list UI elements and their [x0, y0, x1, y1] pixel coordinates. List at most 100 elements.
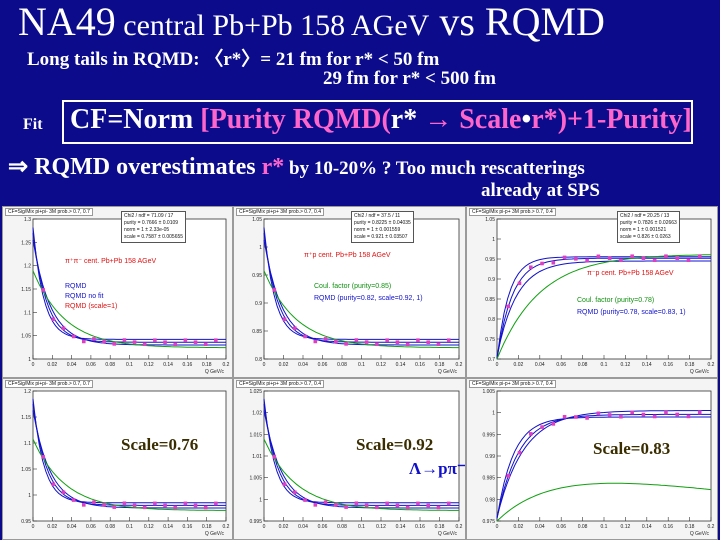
plot-panel-piplusp: 1.05 1 0.95 0.9 0.85 0.8 0 0.02 0.04 0.06 0.08 0.1 0…: [233, 206, 466, 378]
y-tick-label: 0.8: [255, 357, 262, 363]
data-point: [506, 304, 511, 309]
fit-curve: [32, 398, 226, 504]
data-point: [574, 415, 578, 419]
panel-title: CF=Sig/Mix pi-p+ 3M prob.> 0.7, 0.4: [469, 208, 556, 216]
data-point: [436, 505, 441, 510]
data-point: [51, 317, 56, 321]
x-tick-label: 0.16: [415, 524, 425, 530]
y-tick-label: 1.1: [24, 310, 31, 316]
fit-curve: [496, 260, 711, 357]
data-point: [41, 288, 45, 292]
y-tick-label: 1.05: [21, 467, 31, 473]
data-point: [102, 339, 106, 344]
data-point: [344, 342, 348, 346]
x-axis-unit: Q GeV/c: [205, 369, 225, 375]
x-tick-label: 0.04: [298, 524, 308, 530]
data-point: [426, 340, 431, 344]
data-point: [607, 413, 612, 417]
y-tick-label: 0.8: [488, 317, 495, 323]
data-point: [385, 338, 389, 342]
x-tick-label: 0.18: [435, 362, 445, 368]
fit-stats-line: Chi2 / ndf = 71.09 / 17: [124, 213, 174, 219]
fit-stats-line: norm = 1 ± 0.001521: [620, 227, 667, 233]
y-tick-label: 0.95: [252, 273, 262, 279]
scale-label: Scale=0.83: [593, 439, 671, 458]
data-point: [142, 342, 147, 346]
x-tick-label: 0.1: [601, 524, 608, 530]
x-tick-label: 0.04: [535, 362, 545, 368]
data-point: [122, 338, 127, 342]
data-point: [51, 482, 56, 486]
data-point: [203, 342, 208, 346]
legend-label: π⁺p cent. Pb+Pb 158 AGeV: [304, 252, 391, 259]
conclusion-rstar: r*: [261, 154, 285, 180]
x-tick-label: 0.06: [318, 362, 328, 368]
x-tick-label: 0.08: [578, 524, 588, 530]
data-point: [506, 474, 511, 478]
data-point: [562, 255, 567, 260]
data-point: [652, 414, 657, 419]
data-point: [61, 490, 66, 495]
x-tick-label: 0: [263, 362, 266, 368]
fit-curve: [496, 257, 711, 360]
legend-label: Coul. factor (purity=0.78): [577, 297, 655, 304]
data-point: [112, 342, 117, 346]
x-tick-label: 0.06: [318, 524, 328, 530]
x-tick-label: 0.2: [223, 362, 230, 368]
title-vs-rqmd: vs RQMD: [429, 0, 605, 44]
y-tick-label: 1: [259, 245, 262, 251]
data-point: [540, 425, 544, 429]
data-point: [303, 334, 307, 339]
x-tick-label: 0.14: [642, 362, 652, 368]
data-point: [375, 342, 379, 346]
x-tick-label: 0.18: [685, 362, 695, 368]
data-point: [334, 339, 338, 344]
x-tick-label: 0.16: [663, 524, 673, 530]
fit-curve: [496, 482, 712, 522]
y-tick-label: 1: [259, 497, 262, 503]
x-tick-label: 0.06: [556, 362, 566, 368]
fit-stats-box: Chi2 / ndf = 37.5 / 11 purity = 0.8225 ± …: [351, 211, 414, 243]
data-point: [112, 505, 117, 509]
y-tick-label: 1.1: [24, 441, 31, 447]
x-tick-label: 0.12: [376, 362, 386, 368]
data-point: [122, 501, 127, 506]
y-tick-label: 1.02: [252, 411, 262, 417]
data-point: [551, 422, 556, 426]
y-tick-label: 0.9: [488, 277, 495, 283]
data-point: [142, 505, 147, 510]
data-point: [364, 340, 369, 344]
data-point: [517, 450, 522, 455]
x-tick-label: 0.02: [47, 362, 57, 368]
data-point: [446, 338, 451, 342]
x-tick-label: 0.14: [642, 524, 652, 530]
data-point: [574, 256, 578, 261]
y-tick-label: 1: [492, 237, 495, 243]
data-point: [630, 410, 634, 415]
plot-panel-piminusp: 1.05 1 0.95 0.9 0.85 0.8 0.75 0.7 0 0.02 0.04 0.06 0…: [466, 206, 718, 378]
data-point: [540, 261, 544, 266]
tails-line-2: 29 fm for r* < 500 fm: [323, 68, 496, 89]
x-tick-label: 0.18: [202, 362, 212, 368]
data-point: [697, 410, 702, 415]
data-point: [183, 338, 188, 342]
fit-formula-d: → Scale: [424, 104, 522, 135]
fit-stats-line: norm = 1 ± 2.33e-05: [124, 227, 170, 233]
fit-curve: [496, 410, 711, 518]
x-axis-unit: Q GeV/c: [690, 531, 710, 537]
y-tick-label: 1: [28, 357, 31, 363]
plot-frame: [263, 390, 460, 522]
y-tick-label: 0.985: [482, 476, 495, 482]
data-point: [675, 256, 680, 261]
x-tick-label: 0.2: [456, 362, 463, 368]
y-tick-label: 1.15: [21, 415, 31, 421]
fit-curve: [496, 254, 712, 360]
data-point: [596, 254, 601, 259]
legend-label: π⁻p cent. Pb+Pb 158 AGeV: [587, 270, 674, 277]
y-tick-label: 0.95: [485, 257, 495, 263]
plot-svg: 1.2 1.15 1.1 1.05 1 0.950 0.02 0.04 0.06 0.08 0.1 0…: [21, 389, 229, 537]
x-tick-label: 0.08: [578, 362, 588, 368]
fit-curve: [263, 398, 459, 504]
x-tick-label: 0.18: [202, 524, 212, 530]
